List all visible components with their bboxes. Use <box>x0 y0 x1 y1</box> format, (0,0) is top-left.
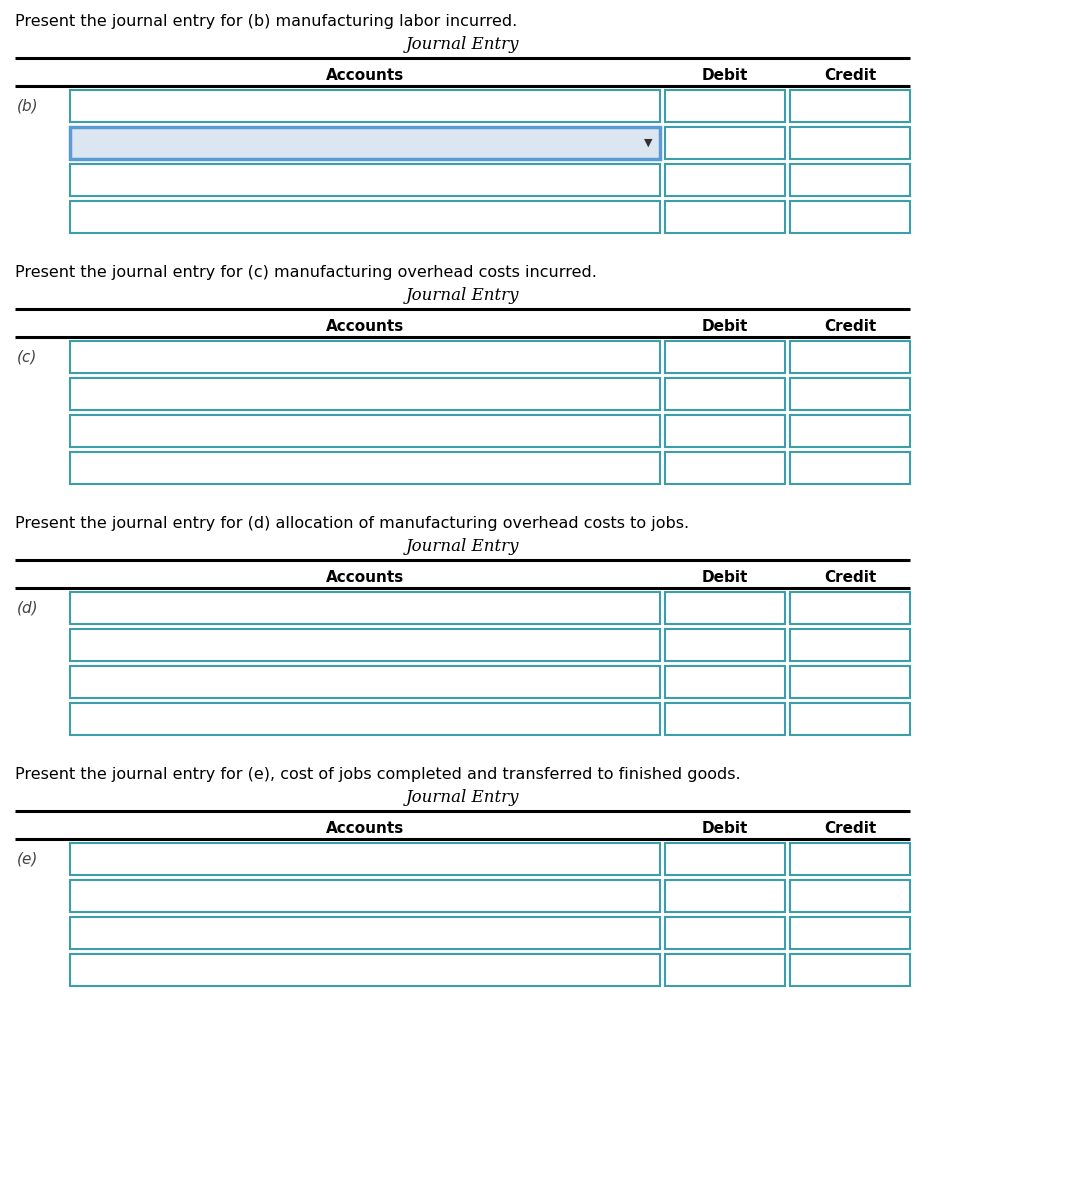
Bar <box>790 592 910 624</box>
Text: ▼: ▼ <box>643 138 652 148</box>
Bar <box>665 127 785 158</box>
Bar <box>790 164 910 196</box>
Bar <box>790 90 910 122</box>
Bar <box>790 954 910 986</box>
Text: Credit: Credit <box>824 821 876 836</box>
Bar <box>70 954 661 986</box>
Bar <box>70 452 661 484</box>
Bar <box>790 341 910 373</box>
Bar <box>665 666 785 698</box>
Bar <box>790 880 910 912</box>
Text: Present the journal entry for (b) manufacturing labor incurred.: Present the journal entry for (b) manufa… <box>15 14 518 29</box>
Text: Debit: Debit <box>701 68 749 83</box>
Bar <box>70 127 661 158</box>
Text: Credit: Credit <box>824 570 876 584</box>
Text: Journal Entry: Journal Entry <box>406 790 519 806</box>
Bar <box>70 378 661 410</box>
Text: Accounts: Accounts <box>325 68 404 83</box>
Text: (e): (e) <box>17 852 39 866</box>
Bar <box>665 378 785 410</box>
Bar <box>790 127 910 158</box>
Bar <box>665 452 785 484</box>
Bar <box>790 703 910 734</box>
Bar <box>70 629 661 661</box>
Bar <box>665 164 785 196</box>
Bar <box>790 666 910 698</box>
Bar <box>70 666 661 698</box>
Text: Credit: Credit <box>824 68 876 83</box>
Bar <box>70 200 661 233</box>
Text: Credit: Credit <box>824 319 876 334</box>
Text: Journal Entry: Journal Entry <box>406 538 519 554</box>
Text: (d): (d) <box>17 600 39 616</box>
Bar <box>665 917 785 949</box>
Bar <box>665 703 785 734</box>
Bar <box>790 378 910 410</box>
Bar <box>790 452 910 484</box>
Bar <box>665 200 785 233</box>
Bar <box>70 842 661 875</box>
Bar <box>70 880 661 912</box>
Text: Accounts: Accounts <box>325 319 404 334</box>
Text: Journal Entry: Journal Entry <box>406 36 519 53</box>
Text: (b): (b) <box>17 98 39 114</box>
Text: Journal Entry: Journal Entry <box>406 287 519 304</box>
Bar <box>790 917 910 949</box>
Bar <box>70 164 661 196</box>
Bar <box>70 592 661 624</box>
Text: Debit: Debit <box>701 319 749 334</box>
Text: Accounts: Accounts <box>325 821 404 836</box>
Bar <box>70 341 661 373</box>
Bar <box>790 842 910 875</box>
Bar <box>665 90 785 122</box>
Text: Debit: Debit <box>701 570 749 584</box>
Bar <box>665 341 785 373</box>
Bar <box>70 917 661 949</box>
Bar <box>665 415 785 446</box>
Text: Present the journal entry for (e), cost of jobs completed and transferred to fin: Present the journal entry for (e), cost … <box>15 767 741 782</box>
Text: Debit: Debit <box>701 821 749 836</box>
Text: Present the journal entry for (c) manufacturing overhead costs incurred.: Present the journal entry for (c) manufa… <box>15 265 597 280</box>
Bar <box>665 629 785 661</box>
Bar <box>665 592 785 624</box>
Bar <box>790 415 910 446</box>
Bar <box>665 842 785 875</box>
Text: Present the journal entry for (d) allocation of manufacturing overhead costs to : Present the journal entry for (d) alloca… <box>15 516 690 530</box>
Bar <box>70 703 661 734</box>
Bar <box>70 415 661 446</box>
Text: (c): (c) <box>17 349 38 365</box>
Bar <box>790 629 910 661</box>
Bar <box>665 880 785 912</box>
Text: Accounts: Accounts <box>325 570 404 584</box>
Bar <box>790 200 910 233</box>
Bar <box>665 954 785 986</box>
Bar <box>70 90 661 122</box>
